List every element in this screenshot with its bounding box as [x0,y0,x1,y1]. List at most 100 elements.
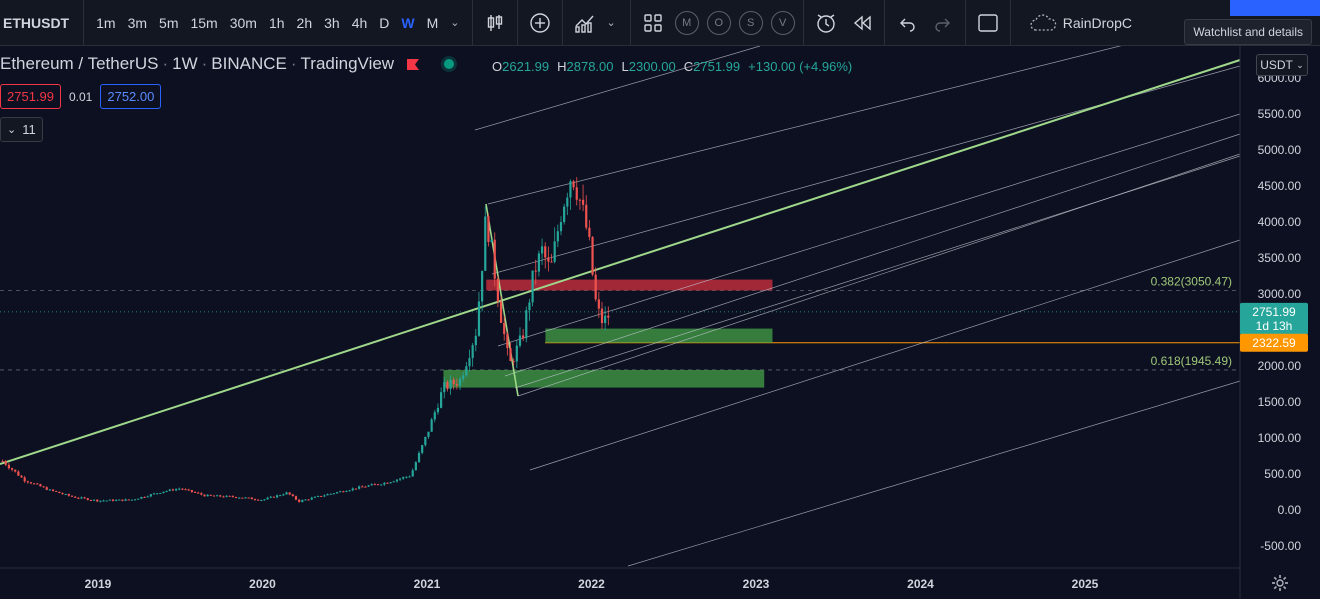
candle-body [477,301,481,336]
interval-1h-button[interactable]: 1h [268,14,285,31]
candle-body [455,384,458,386]
candle-body [597,299,600,309]
candle-body [263,499,266,501]
candles-layer [1,177,610,503]
indicators-group [518,0,563,46]
candle-body [178,488,181,490]
undo-icon[interactable] [893,9,921,37]
interval-w-button[interactable]: W [401,14,415,31]
candle-body [206,494,209,497]
green-zone-rectangle[interactable] [545,328,773,343]
candle-body [190,489,193,492]
interval-d-button[interactable]: D [379,14,390,31]
pitchfork-parallel-line[interactable] [529,239,1241,471]
legend-exchange: BINANCE [211,54,287,73]
interval-2h-button[interactable]: 2h [296,14,313,31]
candle-body [39,484,42,487]
symbol-search-button[interactable]: ETHUSDT [0,0,85,46]
candle-body [578,199,582,201]
candle-body [253,499,257,501]
pitchfork-lower-line[interactable] [517,153,1241,397]
pitchfork-parallel-line[interactable] [627,380,1241,567]
low-value: 2300.00 [628,59,676,74]
candle-body [294,496,298,500]
candle-body [335,492,339,494]
candle-body [10,468,14,470]
interval-m-button[interactable]: M [426,14,439,31]
pitchfork-handle-line[interactable] [485,203,519,397]
candle-body [175,489,178,491]
interval-30m-button[interactable]: 30m [229,14,257,31]
candle-body [70,495,74,497]
time-tick: 2019 [85,577,112,591]
circle-button-v[interactable]: V [770,10,795,35]
pitchfork-parallel-line[interactable] [487,46,1240,205]
last-price-text: 1d 13h [1256,319,1293,333]
chevron-down-icon[interactable]: ⌄ [450,17,460,29]
circle-button-o[interactable]: O [706,10,731,35]
candle-body [67,493,70,496]
indicators-icon[interactable] [571,9,599,37]
interval-1m-button[interactable]: 1m [96,14,116,31]
chart-background [0,46,1320,599]
interval-3h-button[interactable]: 3h [324,14,340,31]
flag-icon[interactable] [406,58,420,70]
candle-body [291,494,294,497]
circle-button-m[interactable]: M [674,10,699,35]
circle-button-s[interactable]: S [738,10,763,35]
chevron-down-icon[interactable]: ⌄ [606,17,616,29]
candle-body [115,499,118,501]
candle-body [234,496,238,498]
indicators-toggle[interactable]: ⌄ 11 [0,117,43,142]
interval-15m-button[interactable]: 15m [190,14,218,31]
green-zone-rectangle[interactable] [443,369,765,388]
candle-body [238,497,241,499]
candle-body [329,493,332,495]
add-indicator-icon[interactable] [526,9,554,37]
candle-body [414,462,417,471]
interval-3m-button[interactable]: 3m [127,14,148,31]
symbol-title[interactable]: Ethereum / TetherUS [0,54,159,73]
replay-icon[interactable] [848,9,876,37]
symbol-legend[interactable]: Ethereum / TetherUS · 1W · BINANCE · Tra… [0,54,455,74]
pitchfork-median-line[interactable] [0,59,1241,465]
interval-5m-button[interactable]: 5m [159,14,179,31]
high-label: H [557,59,567,74]
candle-body [316,495,320,497]
candle-body [29,482,33,484]
last-price-text: 2751.99 [1252,305,1296,319]
candle-body [137,498,140,500]
watchlist-button[interactable] [1230,0,1320,16]
fullscreen-icon[interactable] [974,9,1002,37]
templates-icon[interactable] [639,9,667,37]
currency-button[interactable]: USDT ⌄ [1256,54,1308,76]
close-label: C [683,59,694,74]
redo-icon[interactable] [929,9,957,37]
candle-body [402,477,405,479]
candle-body [61,493,64,495]
time-tick: 2021 [414,577,441,591]
time-axis-ticks[interactable]: 2019 2020 2021 2022 2023 2024 2025 [85,577,1099,591]
sell-button[interactable]: 2751.99 [0,84,61,109]
buy-button[interactable]: 2752.00 [100,84,162,109]
legend-interval: 1W [172,54,198,73]
candle-body [26,481,29,483]
candle-body [74,496,77,498]
alert-icon[interactable] [812,9,840,37]
candle-body [436,407,440,413]
red-zone-rectangle[interactable] [486,279,773,291]
pitchfork-parallel-line[interactable] [474,46,761,131]
candle-body [92,499,96,501]
candle-body [197,492,200,494]
gear-icon[interactable] [1271,574,1289,592]
price-chart[interactable]: 6500.006000.005500.005000.004500.004000.… [0,46,1320,599]
interval-4h-button[interactable]: 4h [351,14,368,31]
layout-button[interactable]: RainDropC [1011,0,1132,46]
price-tick: 6500.00 [1258,46,1302,49]
candles-icon[interactable] [481,9,509,37]
pitchfork-parallel-line[interactable] [497,113,1241,347]
market-status-icon[interactable] [444,59,455,69]
drawings-layer[interactable] [0,46,1241,567]
candle-body [515,345,518,362]
pitchfork-parallel-line[interactable] [504,133,1241,377]
